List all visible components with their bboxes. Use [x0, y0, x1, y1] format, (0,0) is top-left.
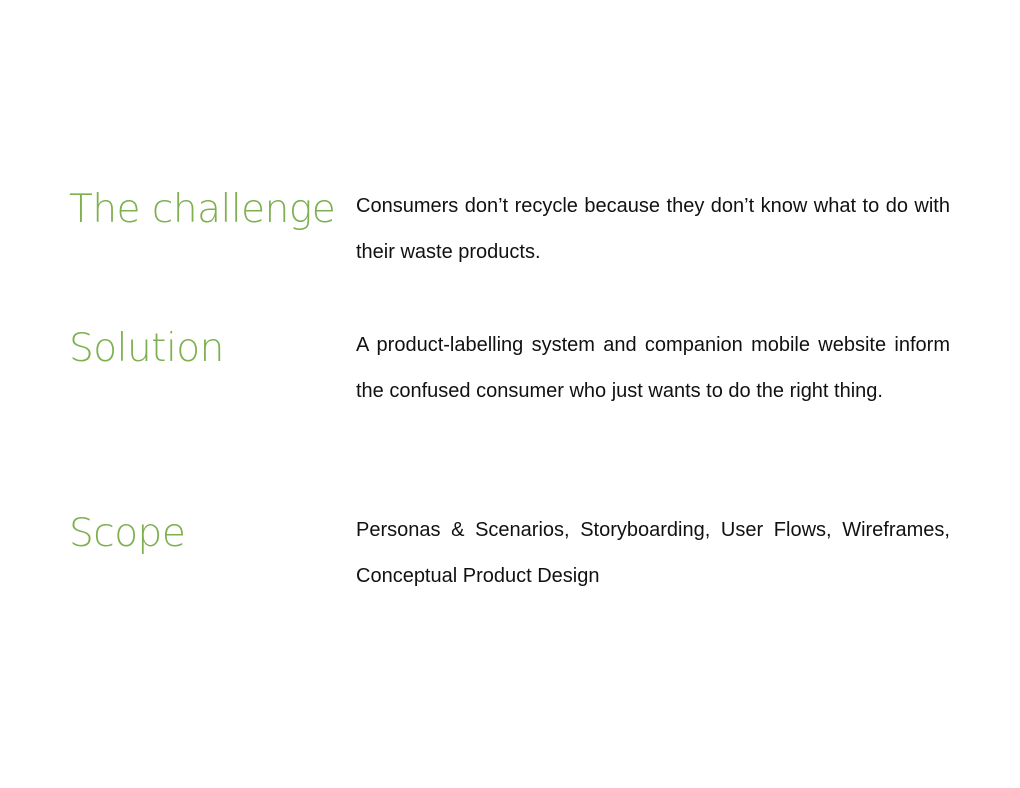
solution-heading: Solution: [69, 326, 224, 371]
solution-text: A product-labelling system and companion…: [356, 334, 950, 402]
challenge-heading: The challenge: [69, 187, 336, 232]
scope-text: Personas & Scenarios, Storyboarding, Use…: [356, 519, 950, 587]
scope-heading: Scope: [69, 511, 186, 556]
challenge-text: Consumers don’t recycle because they don…: [356, 195, 950, 263]
